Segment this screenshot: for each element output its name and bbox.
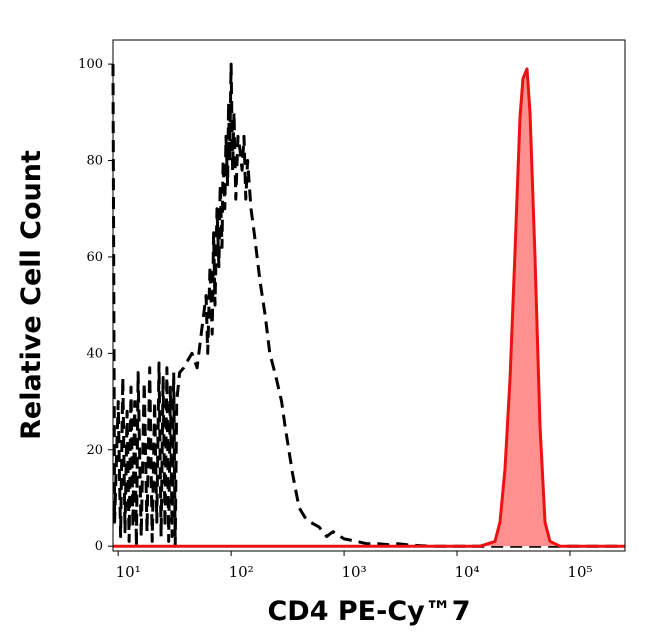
area	[113, 68, 625, 547]
y-axis-title: Relative Cell Count	[16, 150, 47, 440]
x-tick-label: 10⁵	[567, 563, 592, 581]
line	[113, 67, 625, 548]
plot-frame	[112, 39, 626, 552]
y-tick-label: 80	[86, 154, 103, 169]
y-tick-label: 60	[86, 250, 103, 265]
y-tick-label: 40	[86, 346, 103, 361]
y-tick-label: 100	[78, 57, 103, 72]
y-tick-label: 20	[86, 443, 103, 458]
y-tick-label: 0	[95, 539, 103, 554]
x-tick-label: 10³	[342, 563, 367, 581]
x-tick-label: 10⁴	[454, 563, 479, 581]
x-tick-label: 10¹	[116, 563, 141, 581]
x-tick-label: 10²	[229, 563, 254, 581]
line	[111, 62, 625, 548]
x-axis-title: CD4 PE-Cy™7	[267, 596, 470, 627]
